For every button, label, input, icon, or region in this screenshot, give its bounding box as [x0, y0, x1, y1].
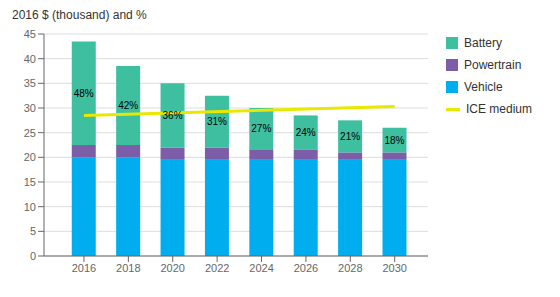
svg-text:30: 30 [24, 102, 36, 114]
svg-text:2030: 2030 [382, 262, 406, 274]
html-text:Powertrain: Powertrain [464, 58, 522, 72]
svg-text:2028: 2028 [338, 262, 362, 274]
svg-text:2020: 2020 [160, 262, 184, 274]
svg-text:20: 20 [24, 151, 36, 163]
html-text:Vehicle: Vehicle [464, 80, 503, 94]
svg-text:24%: 24% [296, 127, 316, 138]
html-text:Battery: Battery [464, 36, 502, 50]
svg-text:25: 25 [24, 127, 36, 139]
svg-text:48%: 48% [74, 88, 94, 99]
svg-text:40: 40 [24, 53, 36, 65]
svg-text:2022: 2022 [205, 262, 229, 274]
svg-text:21%: 21% [340, 131, 360, 142]
svg-text:36%: 36% [163, 110, 183, 121]
svg-text:31%: 31% [207, 116, 227, 127]
svg-text:18%: 18% [385, 135, 405, 146]
svg-text:45: 45 [24, 28, 36, 40]
svg-text:2026: 2026 [294, 262, 318, 274]
svg-text:5: 5 [30, 225, 36, 237]
svg-text:2018: 2018 [116, 262, 140, 274]
svg-text:10: 10 [24, 201, 36, 213]
svg-text:15: 15 [24, 176, 36, 188]
svg-text:2016: 2016 [72, 262, 96, 274]
html-text:2016 $ (thousand) and %: 2016 $ (thousand) and % [12, 8, 147, 22]
svg-text:27%: 27% [251, 123, 271, 134]
svg-text:0: 0 [30, 250, 36, 262]
svg-text:42%: 42% [118, 100, 138, 111]
svg-text:2024: 2024 [249, 262, 273, 274]
html-text:ICE medium: ICE medium [466, 102, 532, 116]
svg-text:35: 35 [24, 77, 36, 89]
